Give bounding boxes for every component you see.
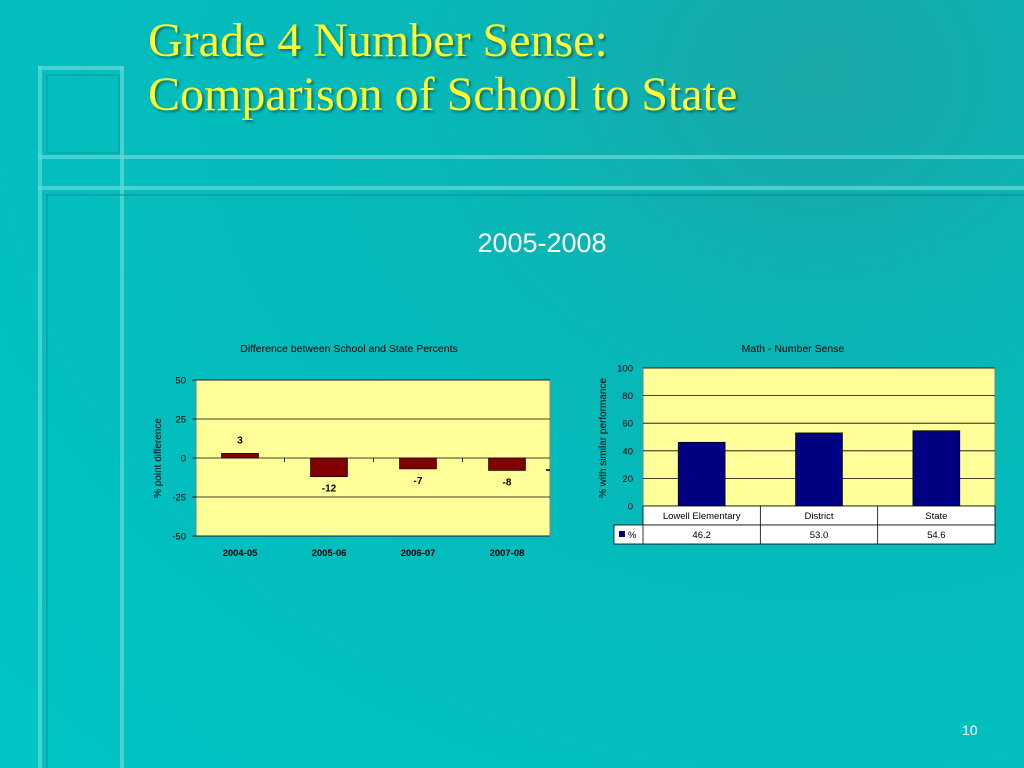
number-sense-chart-ylabel: % with similar performance <box>598 378 609 498</box>
slide-subtitle: 2005-2008 <box>477 228 607 258</box>
bar <box>399 457 437 470</box>
data-label: -12 <box>322 484 337 495</box>
frame-shadow <box>46 74 120 154</box>
frame-shadow <box>46 194 48 768</box>
y-tick-label: 40 <box>622 446 633 457</box>
bar <box>310 457 348 478</box>
y-tick-label: -50 <box>172 532 186 543</box>
y-tick-label: 0 <box>181 454 186 465</box>
y-tick-label: 60 <box>622 419 633 430</box>
difference-chart: Difference between School and State Perc… <box>148 338 558 570</box>
table-value: 46.2 <box>692 530 711 541</box>
number-sense-chart: Math - Number Sense 100 80 60 40 20 0 Lowell … <box>594 338 1004 550</box>
frame-line <box>38 186 1024 190</box>
bar <box>912 430 961 507</box>
x-tick-label: 2006-07 <box>401 548 436 559</box>
table-category-label: State <box>925 511 947 522</box>
frame-line <box>120 66 124 768</box>
table-data-row <box>613 524 996 545</box>
y-tick-label: 80 <box>622 391 633 402</box>
x-tick-label: 2005-06 <box>312 548 347 559</box>
table-value: 54.6 <box>927 530 946 541</box>
slide-title: Grade 4 Number Sense: Comparison of Scho… <box>148 14 737 122</box>
frame-line <box>38 66 42 768</box>
frame-line <box>38 66 124 70</box>
legend-key-fragment <box>546 469 550 471</box>
frame-shadow <box>46 194 1024 196</box>
number-sense-chart-svg: Math - Number Sense 100 80 60 40 20 0 Lowell … <box>598 343 996 545</box>
data-label: -8 <box>503 477 512 488</box>
legend-series-name: % <box>628 530 637 541</box>
bar <box>221 453 259 459</box>
difference-chart-svg: Difference between School and State Perc… <box>153 343 551 559</box>
difference-chart-title: Difference between School and State Perc… <box>240 343 458 355</box>
slide-title-line2: Comparison of School to State <box>148 68 738 121</box>
number-sense-chart-title: Math - Number Sense <box>742 343 845 355</box>
x-tick-label: 2007-08 <box>490 548 525 559</box>
bar <box>488 457 526 471</box>
y-tick-label: -25 <box>172 493 186 504</box>
x-tick-label: 2004-05 <box>223 548 259 559</box>
table-category-label: Lowell Elementary <box>663 511 741 522</box>
table-category-label: District <box>804 511 833 522</box>
legend-key <box>619 531 625 537</box>
table-value: 53.0 <box>810 530 829 541</box>
page-number: 10 <box>962 722 978 738</box>
difference-chart-ylabel: % point difference <box>153 418 164 498</box>
slide-title-line1: Grade 4 Number Sense: <box>148 14 608 67</box>
bar <box>677 441 726 507</box>
data-label: 3 <box>237 435 243 446</box>
data-label: -7 <box>414 476 423 487</box>
y-tick-label: 50 <box>175 376 186 387</box>
y-tick-label: 20 <box>622 474 633 485</box>
frame-line <box>38 155 1024 159</box>
y-tick-label: 25 <box>175 415 186 426</box>
y-tick-label: 0 <box>628 502 633 513</box>
y-tick-label: 100 <box>617 364 633 375</box>
bar <box>795 432 843 507</box>
